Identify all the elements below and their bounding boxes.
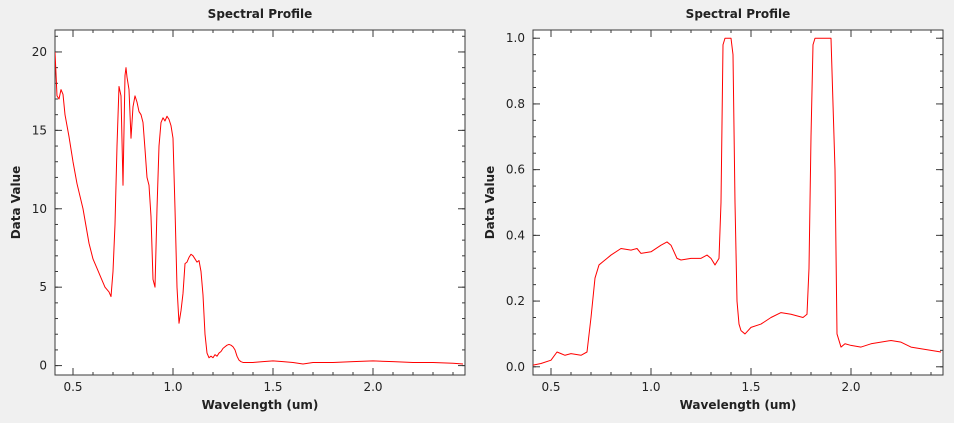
spectral-profile-chart-left: Spectral Profile Wavelength (um) Data Valu… xyxy=(0,0,477,419)
y-tick-label: 15 xyxy=(32,123,47,137)
x-tick-label: 2.0 xyxy=(363,380,382,394)
y-tick-label: 0 xyxy=(39,359,47,373)
spectrum-line xyxy=(533,37,942,366)
spectral-profile-chart-right: Spectral Profile Wavelength (um) Data Valu… xyxy=(477,0,954,419)
y-tick-label: 0.8 xyxy=(506,97,525,111)
y-tick-label: 5 xyxy=(39,280,47,294)
y-tick-label: 0.0 xyxy=(506,360,525,374)
x-tick-label: 1.5 xyxy=(263,380,282,394)
y-axis-label: Data Value xyxy=(9,166,23,240)
x-axis-label: Wavelength (um) xyxy=(202,398,319,412)
y-tick-label: 1.0 xyxy=(506,31,525,45)
plot-area xyxy=(532,29,944,376)
x-tick-label: 1.0 xyxy=(163,380,182,394)
y-tick-label: 10 xyxy=(32,202,47,216)
x-tick-label: 0.5 xyxy=(63,380,82,394)
x-tick-label: 2.0 xyxy=(841,380,860,394)
spectrum-line xyxy=(55,51,464,365)
x-tick-label: 0.5 xyxy=(541,380,560,394)
chart-svg-right: Spectral Profile Wavelength (um) Data Valu… xyxy=(483,7,944,412)
chart-title: Spectral Profile xyxy=(686,7,791,21)
y-tick-label: 20 xyxy=(32,45,47,59)
x-axis-label: Wavelength (um) xyxy=(680,398,797,412)
chart-title: Spectral Profile xyxy=(208,7,313,21)
x-tick-label: 1.0 xyxy=(641,380,660,394)
y-tick-label: 0.4 xyxy=(506,228,525,242)
y-tick-label: 0.6 xyxy=(506,163,525,177)
y-axis-label: Data Value xyxy=(483,166,497,240)
x-tick-label: 1.5 xyxy=(741,380,760,394)
chart-svg-left: Spectral Profile Wavelength (um) Data Valu… xyxy=(9,7,466,412)
plot-area xyxy=(54,29,466,376)
y-tick-label: 0.2 xyxy=(506,294,525,308)
